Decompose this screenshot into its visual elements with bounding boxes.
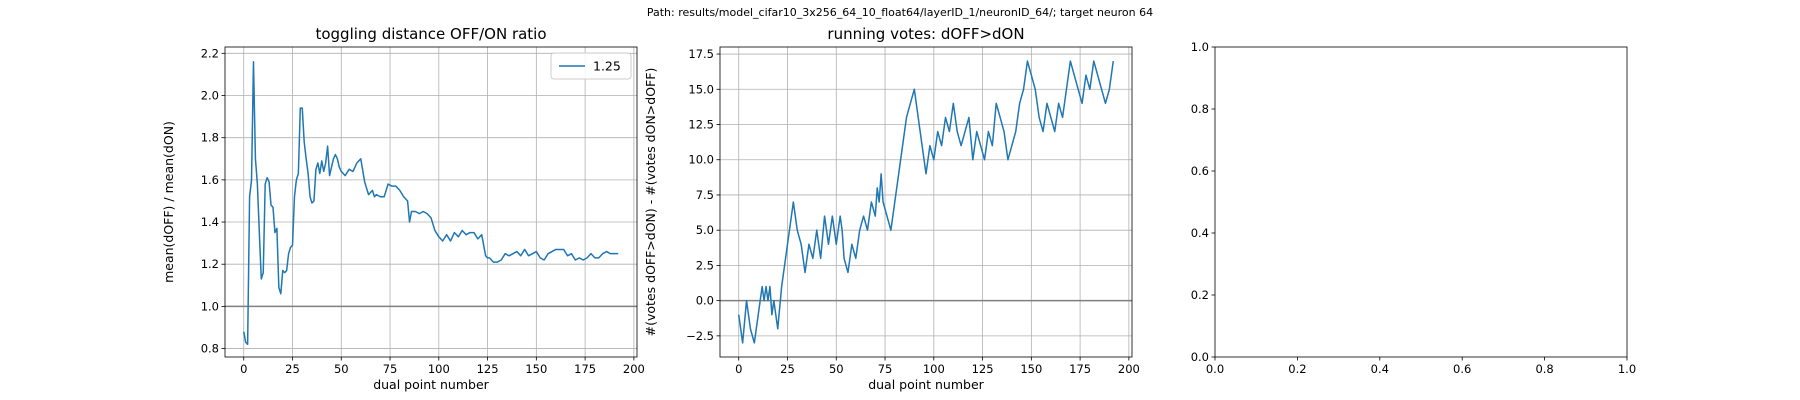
x-tick-label: 50 xyxy=(334,362,349,376)
y-tick-label: 0.4 xyxy=(1191,226,1209,240)
y-tick-label: 10.0 xyxy=(688,153,714,167)
legend: 1.25 xyxy=(550,52,632,80)
x-tick-label: 100 xyxy=(923,362,945,376)
x-tick-label: 0.2 xyxy=(1288,362,1306,376)
x-tick-label: 125 xyxy=(972,362,994,376)
y-tick-label: 0.8 xyxy=(1191,102,1209,116)
x-tick-label: 25 xyxy=(285,362,300,376)
legend-frame xyxy=(550,52,632,80)
y-tick-label: 17.5 xyxy=(688,47,714,61)
axes-frame xyxy=(224,46,638,358)
y-tick-label: −2.5 xyxy=(686,329,714,343)
y-tick-label: 0.6 xyxy=(1191,164,1209,178)
y-tick-label: 7.5 xyxy=(696,188,714,202)
y-axis-label: mean(dOFF) / mean(dON) xyxy=(161,121,176,283)
x-tick-label: 0.6 xyxy=(1453,362,1471,376)
figure-suptitle: Path: results/model_cifar10_3x256_64_10_… xyxy=(646,6,1154,19)
legend-entry: 1.25 xyxy=(593,59,621,74)
chart-title: running votes: dOFF>dON xyxy=(827,25,1024,43)
x-tick-label: 125 xyxy=(477,362,499,376)
y-tick-label: 0.2 xyxy=(1191,288,1209,302)
x-tick-label: 200 xyxy=(1118,362,1140,376)
series-line-0 xyxy=(737,60,1115,344)
series-line-0 xyxy=(242,61,619,346)
axes-frame xyxy=(1214,46,1628,358)
y-tick-label: 0.8 xyxy=(201,342,219,356)
chart-empty-axes: 0.0 0.2 0.4 0.6 0.8 1.0 0.0 0.2 0.4 0.6 0.8 1.0 xyxy=(1191,40,1636,376)
y-tick-label: 0.0 xyxy=(696,294,714,308)
y-tick-label: 5.0 xyxy=(696,223,714,237)
y-tick-label: 1.4 xyxy=(201,215,219,229)
x-tick-label: 150 xyxy=(1020,362,1042,376)
x-tick-label: 0 xyxy=(240,362,247,376)
axes-frame xyxy=(719,46,1133,358)
x-tick-label: 0.0 xyxy=(1206,362,1224,376)
x-tick-label: 0 xyxy=(735,362,742,376)
y-axis-label: #(votes dOFF>dON) - #(votes dON>dOFF) xyxy=(643,68,658,337)
y-tick-label: 1.0 xyxy=(1191,40,1209,54)
x-tick-label: 100 xyxy=(428,362,450,376)
x-tick-label: 75 xyxy=(878,362,893,376)
y-tick-label: 1.8 xyxy=(201,131,219,145)
x-tick-label: 1.0 xyxy=(1618,362,1636,376)
y-tick-label: 0.0 xyxy=(1191,350,1209,364)
y-tick-label: 2.5 xyxy=(696,258,714,272)
chart-toggling-ratio: 0 25 50 75 100 125 150 175 200 0.8 1.0 1.2 1.4 1.6 1.8… xyxy=(161,25,645,392)
x-tick-label: 175 xyxy=(1069,362,1091,376)
x-tick-label: 75 xyxy=(383,362,398,376)
x-tick-label: 175 xyxy=(574,362,596,376)
x-tick-label: 25 xyxy=(780,362,795,376)
chart-running-votes: 0 25 50 75 100 125 150 175 200 −2.5 0.0 2.5 5.0 7.5 10… xyxy=(643,25,1140,392)
x-tick-label: 0.8 xyxy=(1535,362,1553,376)
x-tick-label: 50 xyxy=(829,362,844,376)
y-tick-label: 1.6 xyxy=(201,173,219,187)
chart-title: toggling distance OFF/ON ratio xyxy=(315,25,546,43)
x-axis-label: dual point number xyxy=(868,377,984,392)
x-axis-label: dual point number xyxy=(373,377,489,392)
y-tick-label: 1.2 xyxy=(201,257,219,271)
x-tick-label: 200 xyxy=(623,362,645,376)
y-tick-label: 2.0 xyxy=(201,89,219,103)
x-tick-label: 150 xyxy=(525,362,547,376)
y-tick-label: 1.0 xyxy=(201,299,219,313)
y-tick-label: 2.2 xyxy=(201,46,219,60)
y-tick-label: 12.5 xyxy=(688,118,714,132)
x-tick-label: 0.4 xyxy=(1371,362,1389,376)
y-tick-label: 15.0 xyxy=(688,82,714,96)
